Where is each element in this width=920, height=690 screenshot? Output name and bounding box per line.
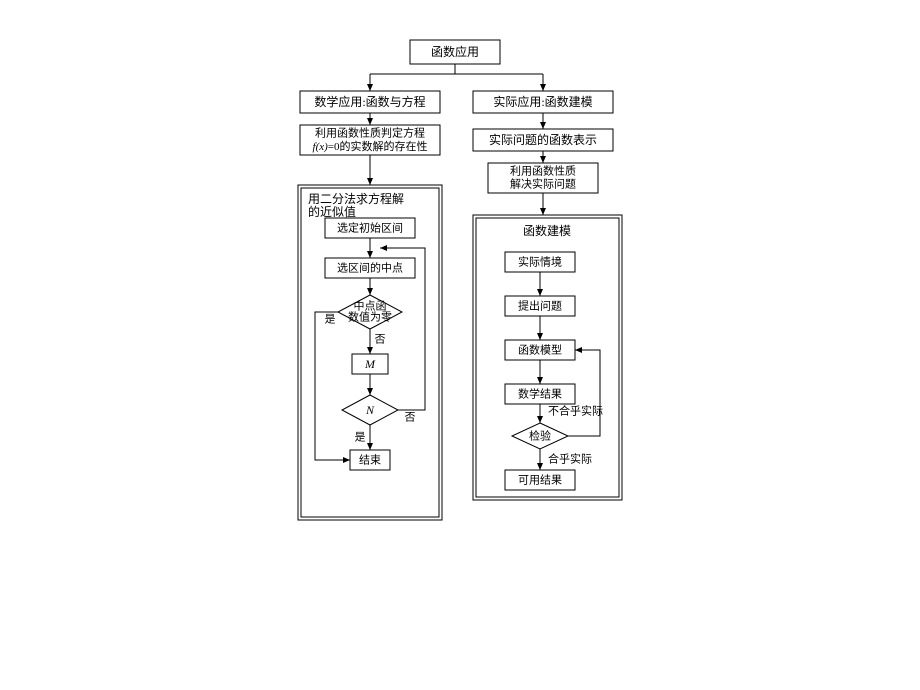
- node-model-label: 函数模型: [518, 343, 562, 357]
- node-M-label: M: [364, 357, 376, 371]
- node-init-interval-label: 选定初始区间: [337, 221, 403, 235]
- left-container-title-l1: 用二分法求方程解: [308, 191, 404, 206]
- node-right-solve-l1: 利用函数性质: [510, 164, 576, 178]
- node-question-label: 提出问题: [518, 299, 562, 313]
- node-left-prop-fx: f(x): [313, 141, 329, 153]
- label-real: 合乎实际: [548, 452, 592, 466]
- node-end-label: 结束: [359, 454, 381, 467]
- node-midpoint-label: 选区间的中点: [337, 261, 403, 275]
- node-math-result-label: 数学结果: [518, 387, 562, 401]
- node-left-prop-l1: 利用函数性质判定方程: [315, 126, 425, 140]
- node-root-label: 函数应用: [431, 44, 479, 59]
- node-context-label: 实际情境: [518, 255, 562, 269]
- node-real-app-label: 实际应用:函数建模: [493, 94, 592, 109]
- svg-text:f(x)=0的实数解的存在性: f(x)=0的实数解的存在性: [313, 139, 428, 153]
- node-math-app-label: 数学应用:函数与方程: [314, 94, 425, 109]
- node-N-label: N: [365, 403, 375, 417]
- node-left-prop-l2b: =0的实数解的存在性: [328, 139, 428, 153]
- label-no-1: 否: [375, 334, 386, 346]
- label-yes-1: 是: [325, 313, 336, 326]
- label-no-2: 否: [405, 412, 416, 424]
- label-yes-2: 是: [355, 431, 366, 444]
- node-usable-label: 可用结果: [518, 474, 562, 487]
- node-right-solve-l2: 解决实际问题: [510, 177, 576, 191]
- label-not-real: 不合乎实际: [548, 404, 603, 418]
- node-right-rep-label: 实际问题的函数表示: [489, 132, 597, 147]
- node-check-label: 检验: [529, 429, 551, 443]
- right-container-title: 函数建模: [523, 223, 571, 238]
- node-zero-check-l2: 数值为零: [348, 311, 392, 324]
- left-container-title-l2: 的近似值: [308, 204, 356, 219]
- flowchart-canvas: 函数应用 数学应用:函数与方程 实际应用:函数建模 利用函数性质判定方程 f(x…: [0, 0, 920, 690]
